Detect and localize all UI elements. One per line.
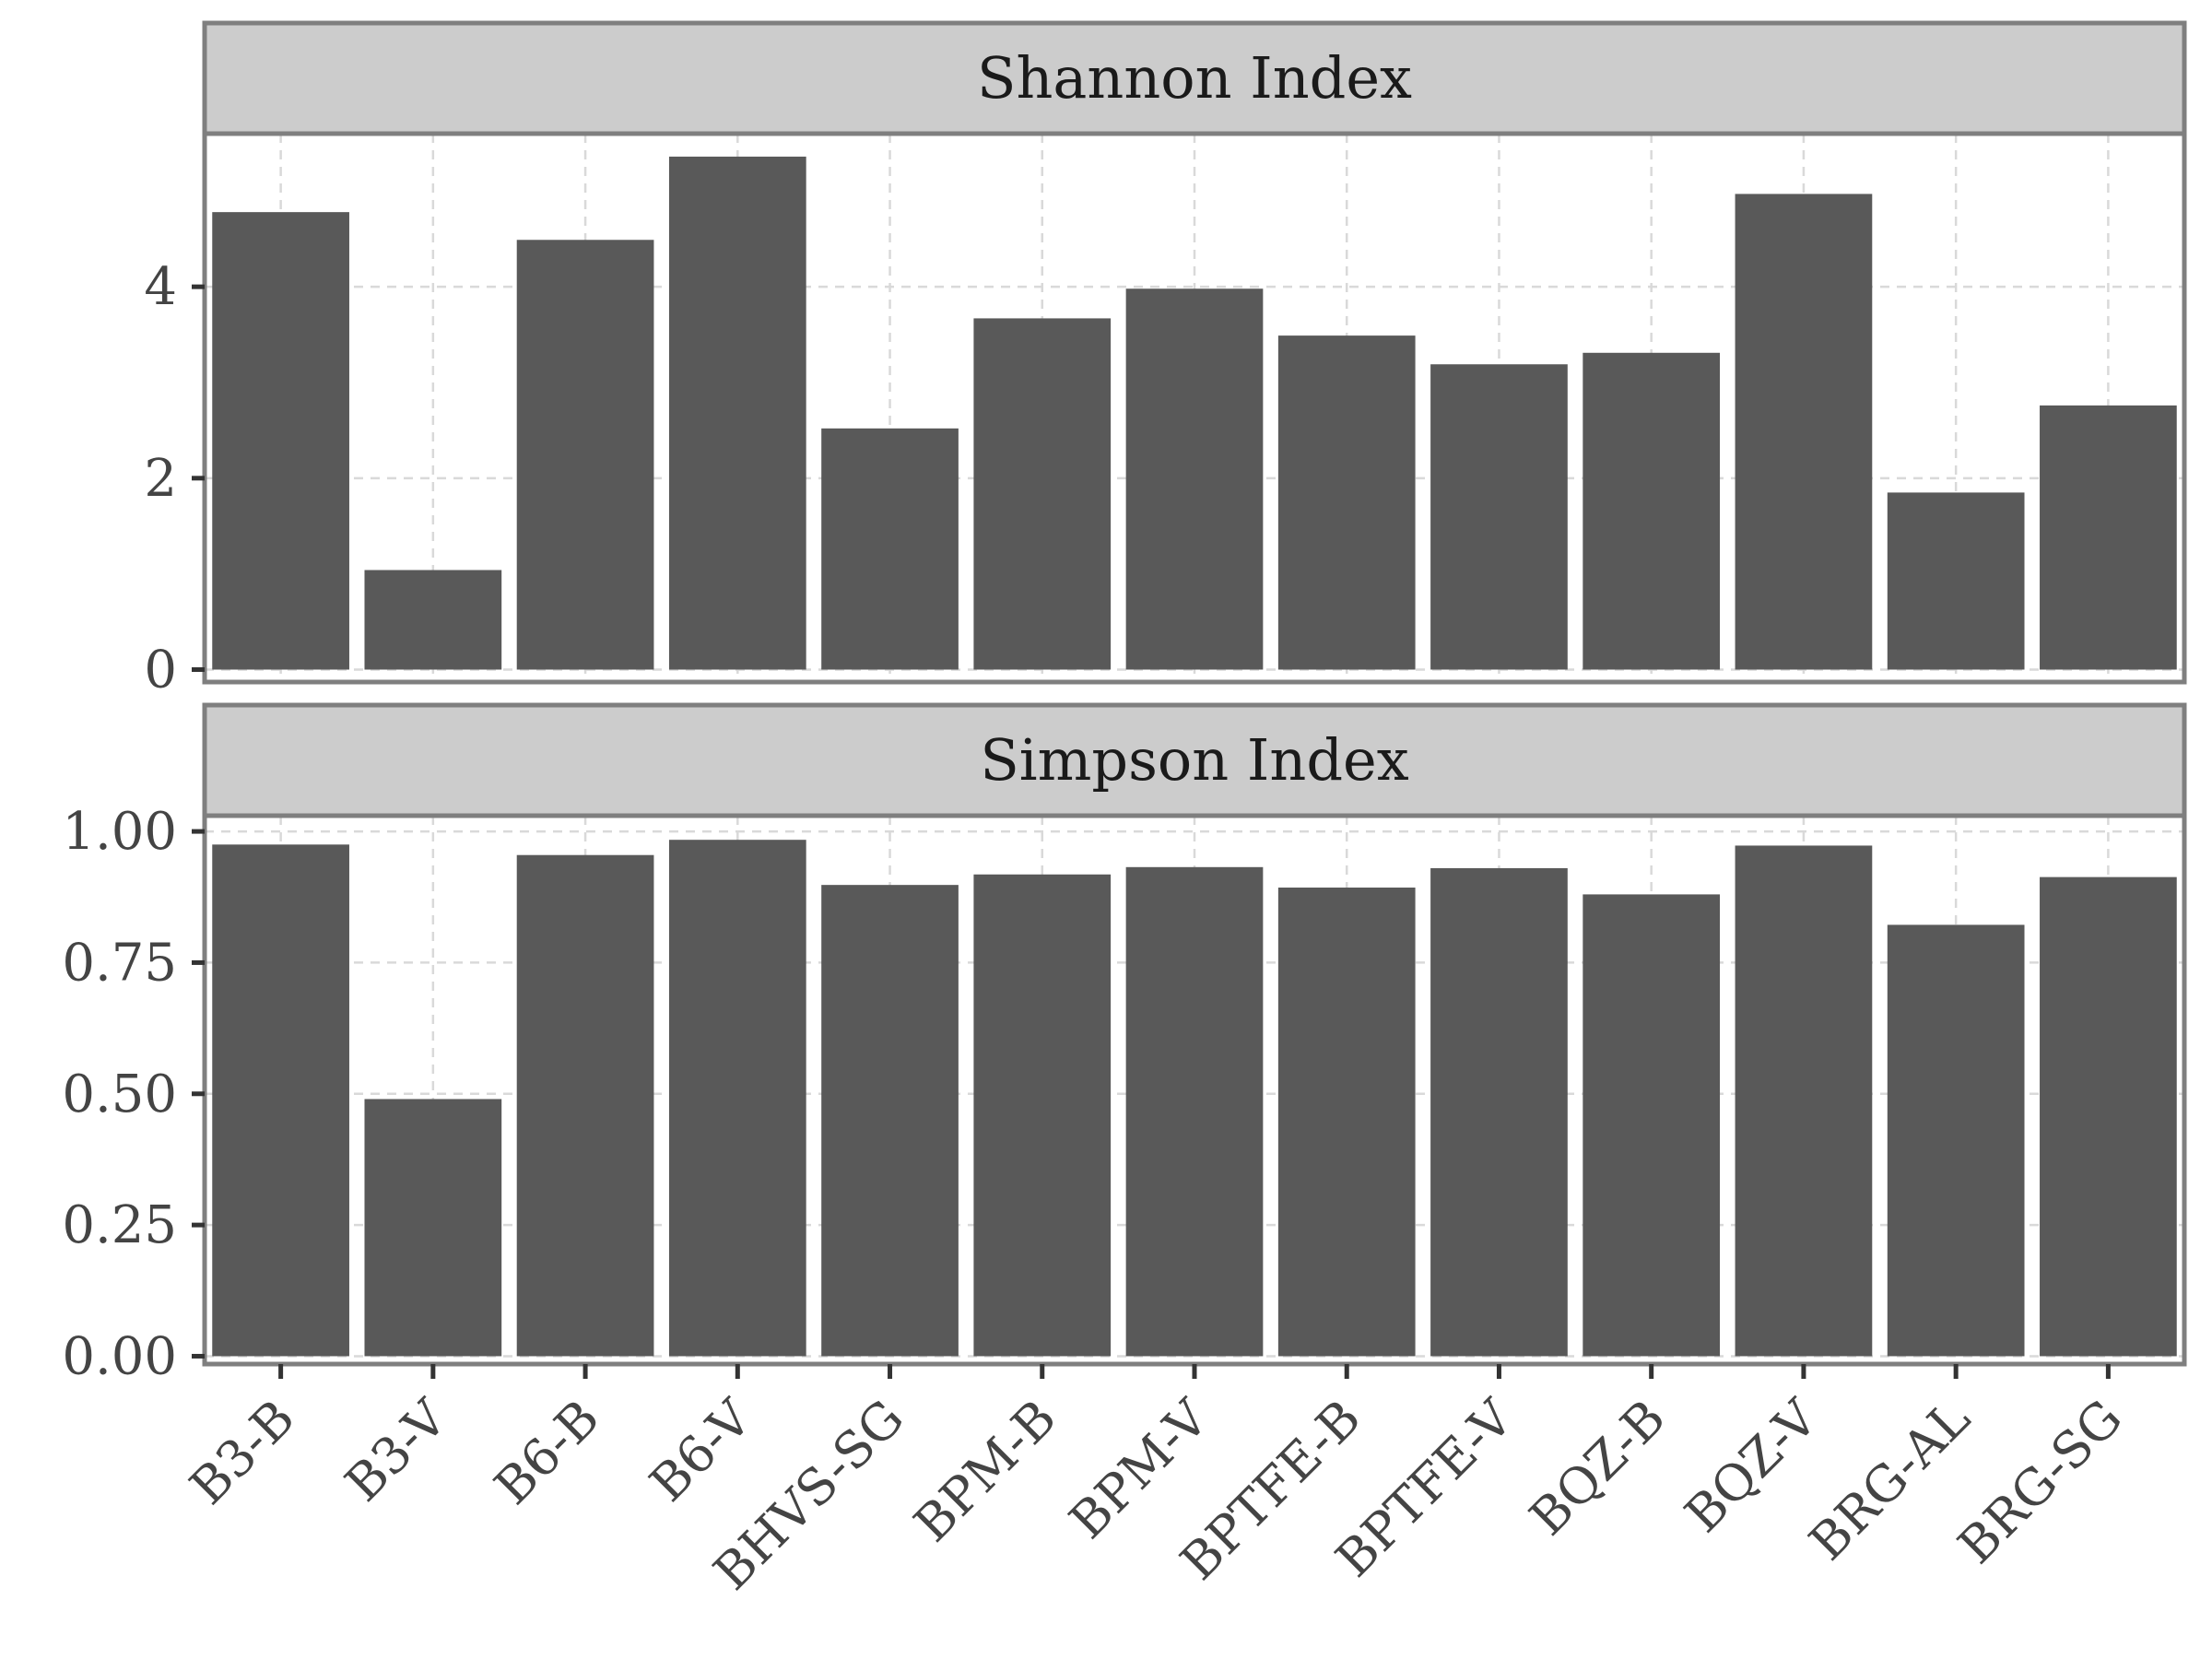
- bar-b6-v: [668, 840, 806, 1357]
- y-tick-label: 0.00: [62, 1326, 177, 1386]
- y-tick-label: 0.75: [62, 933, 177, 993]
- bar-bpm-b: [973, 874, 1112, 1357]
- y-tick-label: 0.50: [62, 1065, 177, 1124]
- x-tick-label: BRG-AL: [1798, 1389, 1981, 1571]
- x-tick-label: BQZ-V: [1674, 1388, 1830, 1544]
- facet-strip-title: Shannon Index: [977, 44, 1412, 112]
- x-tick-label: B3-B: [179, 1389, 306, 1516]
- x-tick-label: B6-B: [483, 1389, 610, 1516]
- bar-bptfe-v: [1430, 364, 1568, 670]
- x-tick-label: B3-V: [334, 1388, 458, 1512]
- bar-brg-al: [1887, 492, 2025, 670]
- facet-strip-title: Simpson Index: [980, 726, 1408, 794]
- panel-1: Shannon Index 0 2 4: [144, 20, 2187, 700]
- bar-b3-b: [212, 844, 349, 1357]
- bar-bhvs-sg: [821, 885, 959, 1357]
- bar-bpm-b: [973, 318, 1112, 670]
- bar-bptfe-b: [1277, 888, 1416, 1357]
- facet-strip: [202, 20, 2187, 136]
- facet-strip: [202, 702, 2187, 818]
- y-tick-label: 2: [144, 449, 177, 509]
- bar-bptfe-b: [1277, 335, 1416, 670]
- y-tick-label: 0: [144, 641, 177, 700]
- x-tick-label: BPM-B: [903, 1389, 1067, 1553]
- bar-bhvs-sg: [821, 428, 959, 670]
- bar-brg-al: [1887, 924, 2025, 1357]
- x-tick-label: BQZ-B: [1518, 1389, 1676, 1547]
- bar-b6-b: [516, 240, 654, 670]
- bar-bpm-v: [1125, 866, 1264, 1357]
- x-tick-label: BRG-SG: [1947, 1389, 2133, 1575]
- bar-bqz-v: [1735, 194, 1873, 670]
- bar-b3-v: [364, 570, 502, 670]
- y-tick-label: 4: [144, 257, 177, 317]
- bar-b3-b: [212, 212, 349, 670]
- x-tick-label: B6-V: [639, 1388, 763, 1512]
- bar-b6-b: [516, 854, 654, 1357]
- x-axis: B3-B B3-V B6-B B6-VBHVS-SGBPM-BBPM-VBPTFE-B…: [179, 1364, 2134, 1601]
- bar-b6-v: [668, 156, 806, 670]
- bar-bqz-b: [1583, 894, 1721, 1357]
- panel-2: Simpson Index 0.00 0.25 0.50 0.75 1.00: [62, 702, 2187, 1386]
- bar-brg-sg: [2040, 877, 2177, 1357]
- bar-bqz-b: [1583, 352, 1721, 670]
- bar-brg-sg: [2040, 405, 2177, 670]
- bar-bpm-v: [1125, 288, 1264, 670]
- bar-b3-v: [364, 1099, 502, 1357]
- bar-bqz-v: [1735, 845, 1873, 1357]
- y-tick-label: 1.00: [62, 802, 177, 862]
- y-tick-label: 0.25: [62, 1195, 177, 1255]
- bar-bptfe-v: [1430, 867, 1568, 1357]
